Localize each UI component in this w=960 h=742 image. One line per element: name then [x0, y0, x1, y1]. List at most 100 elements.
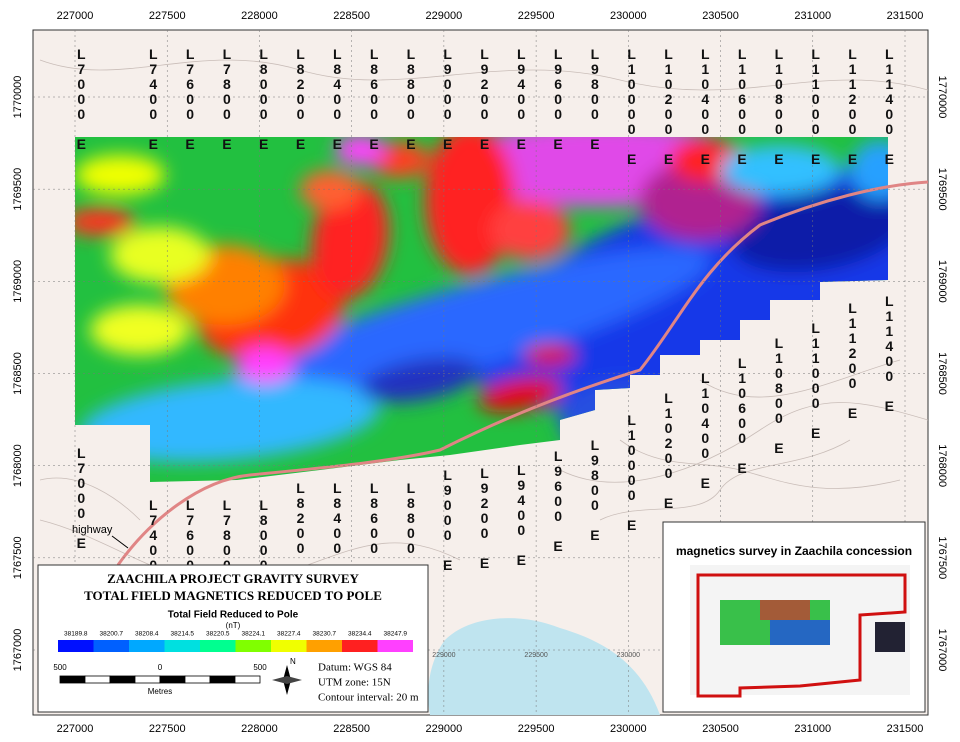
north-label: N — [290, 657, 296, 666]
line-label: L9200 E — [476, 465, 492, 570]
line-label: L11400 E — [881, 46, 897, 166]
line-label: L8000 E — [256, 46, 272, 151]
line-label: L10200 E — [660, 390, 676, 510]
x-coord-label: 231000 — [794, 10, 831, 22]
image-blob — [525, 345, 575, 365]
line-label: L8800 E — [403, 480, 419, 585]
line-label: L9000 E — [440, 467, 456, 572]
colorbar-cell — [271, 640, 307, 652]
magnetic-image — [75, 137, 888, 482]
contour — [699, 359, 901, 398]
line-label: L7800 E — [219, 46, 235, 151]
image-blob — [850, 140, 888, 200]
line-label: L8400 E — [329, 480, 345, 585]
inset-image — [770, 620, 830, 645]
colorbar-cell — [342, 640, 378, 652]
line-label: L9600 E — [550, 46, 566, 151]
colorbar-label: 38214.5 — [171, 631, 195, 638]
image-blob — [209, 247, 711, 413]
colorbar-label: 38220.5 — [206, 631, 230, 638]
y-coord-label: 1768500 — [936, 352, 948, 395]
colorbar-cell — [377, 640, 413, 652]
x-coord-label: 231500 — [887, 723, 924, 735]
line-label: L11000 E — [808, 320, 824, 440]
colorbar-cell — [200, 640, 236, 652]
colorbar-label: 38200.7 — [100, 631, 124, 638]
line-label: L9000 E — [440, 46, 456, 151]
contour — [39, 477, 141, 521]
x-coord-label: 229500 — [518, 723, 555, 735]
y-coord-label: 1768000 — [936, 444, 948, 487]
inset-image — [760, 600, 810, 620]
highway-line — [116, 180, 929, 566]
y-coord-label: 1768500 — [12, 352, 24, 395]
line-label: L9800 E — [587, 437, 603, 542]
line-label: L8600 E — [366, 480, 382, 585]
image-blob — [370, 142, 430, 178]
scale-segment — [84, 675, 111, 684]
colorbar-cell — [235, 640, 271, 652]
y-coord-label: 1768000 — [12, 444, 24, 487]
scale-segment — [159, 675, 186, 684]
image-blob — [720, 145, 840, 195]
line-label: L10400 E — [697, 370, 713, 490]
scale-label: 500 — [253, 663, 267, 672]
scale-segment — [59, 675, 86, 684]
y-coord-label: 1767500 — [936, 536, 948, 579]
image-blob — [90, 305, 190, 355]
scale-segment — [234, 675, 261, 684]
y-coord-label: 1770000 — [936, 76, 948, 119]
colorbar-label: 38230.7 — [313, 631, 337, 638]
line-label: L10000 E — [624, 46, 640, 166]
inner-coord-label: 229000 — [432, 652, 455, 659]
legend-subtitle: Total Field Reduced to Pole — [168, 610, 299, 621]
y-coord-label: 1770000 — [12, 76, 24, 119]
line-label: L9400 E — [513, 46, 529, 151]
inset-photo — [875, 622, 905, 652]
line-label: L8200 E — [292, 480, 308, 585]
x-coord-label: 230500 — [702, 10, 739, 22]
contour — [599, 439, 851, 521]
inset-title: magnetics survey in Zaachila concession — [676, 544, 912, 558]
x-coord-label: 228000 — [241, 10, 278, 22]
image-blob — [490, 200, 570, 260]
scale-label: 500 — [53, 663, 67, 672]
x-coord-label: 229500 — [518, 10, 555, 22]
inner-coord-label: 230000 — [617, 652, 640, 659]
image-blob — [311, 180, 389, 300]
scale-segment — [134, 675, 161, 684]
x-coord-label: 229000 — [426, 10, 463, 22]
line-label: L8200 E — [292, 46, 308, 151]
image-blob — [360, 357, 480, 403]
y-coord-label: 1769000 — [12, 260, 24, 303]
y-coord-label: 1767000 — [12, 629, 24, 672]
line-label: L9600 E — [550, 448, 566, 553]
contour-interval: Contour interval: 20 m — [318, 692, 419, 704]
x-coord-label: 227000 — [57, 10, 94, 22]
x-coord-label: 230000 — [610, 723, 647, 735]
lake — [428, 618, 660, 715]
image-blob — [300, 170, 360, 210]
scale-segment — [209, 675, 236, 684]
contour — [619, 439, 901, 489]
utm-zone: UTM zone: 15N — [318, 677, 391, 689]
highway-pointer — [111, 535, 129, 549]
image-blob — [335, 137, 385, 165]
x-coord-label: 229000 — [426, 723, 463, 735]
x-coord-label: 227500 — [149, 723, 186, 735]
line-label: L7600 E — [182, 46, 198, 151]
image-blob — [110, 227, 210, 283]
line-label: L10000 E — [624, 412, 640, 532]
legend-title: TOTAL FIELD MAGNETICS REDUCED TO POLE — [84, 588, 382, 603]
datum: Datum: WGS 84 — [318, 662, 392, 674]
line-label: L8800 E — [403, 46, 419, 151]
line-label: L10800 E — [771, 46, 787, 166]
x-coord-label: 230000 — [610, 10, 647, 22]
scale-segment — [184, 675, 211, 684]
line-label: L7000 E — [73, 445, 89, 550]
y-coord-label: 1769000 — [936, 260, 948, 303]
highway-label: highway — [72, 524, 113, 536]
line-label: L11200 E — [844, 300, 860, 420]
y-coord-label: 1769500 — [12, 168, 24, 211]
line-label: L11200 E — [844, 46, 860, 166]
